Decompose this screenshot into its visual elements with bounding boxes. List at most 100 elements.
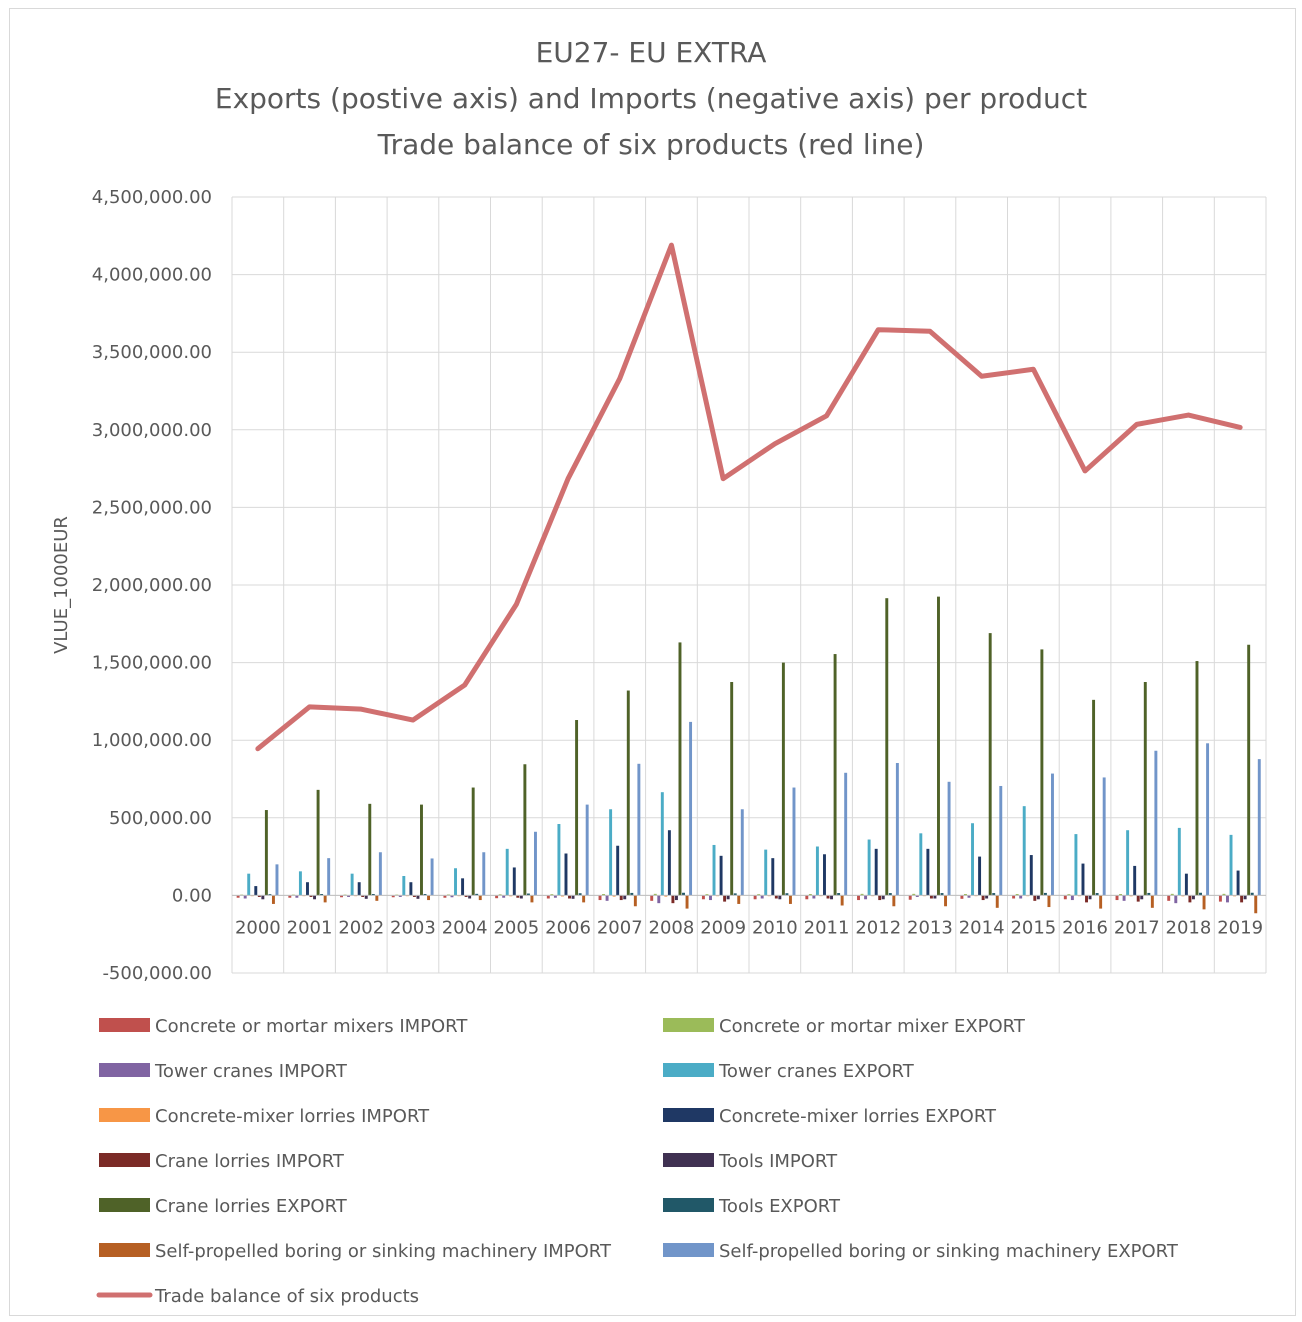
- y-tick-label: 2,000,000.00: [92, 575, 212, 596]
- bar-2006-series-8: [575, 720, 579, 896]
- bar-2006-series-4: [560, 895, 564, 897]
- bar-2006-series-10: [582, 895, 586, 903]
- bar-2007-series-4: [612, 895, 616, 897]
- bar-2014-series-6: [981, 895, 985, 901]
- x-axis-categories: 2000 2001 2002 2003 2004 2005 2006 2007 2008 2009…: [235, 917, 1263, 938]
- bar-2006-series-5: [564, 853, 568, 896]
- bar-2008-series-0: [650, 895, 654, 901]
- legend-swatch-9: [663, 1198, 714, 1212]
- title-line-2: Exports (postive axis) and Imports (nega…: [215, 82, 1087, 115]
- bar-2000-series-11: [275, 864, 279, 896]
- bar-2018-series-7: [1191, 895, 1195, 900]
- x-tick-label: 2012: [855, 917, 901, 938]
- bar-2009-series-1: [705, 894, 709, 896]
- bar-2003-series-10: [427, 895, 431, 901]
- bar-2010-series-3: [764, 849, 768, 896]
- bar-2009-series-5: [719, 855, 723, 896]
- bar-2006-series-9: [578, 893, 582, 896]
- x-tick-label: 2009: [700, 917, 746, 938]
- bar-2018-series-0: [1167, 895, 1171, 901]
- bar-2014-series-1: [963, 894, 967, 896]
- bar-2018-series-10: [1202, 895, 1206, 910]
- bar-2008-series-6: [671, 895, 675, 904]
- bar-2005-series-10: [530, 895, 534, 903]
- legend-swatch-1: [663, 1018, 714, 1032]
- bar-2007-series-7: [623, 895, 627, 900]
- bar-2007-series-8: [626, 690, 630, 896]
- x-tick-label: 2004: [442, 917, 488, 938]
- bar-2014-series-7: [985, 895, 989, 899]
- bar-2009-series-7: [726, 895, 730, 900]
- bar-2017-series-3: [1126, 830, 1130, 896]
- bar-2005-series-1: [498, 894, 502, 896]
- bar-2009-series-2: [709, 895, 712, 901]
- legend-swatch-6: [99, 1153, 150, 1167]
- y-tick-label: 4,000,000.00: [92, 265, 212, 286]
- bar-2011-series-6: [826, 895, 830, 899]
- bar-2009-series-8: [730, 682, 734, 896]
- bar-2011-series-7: [830, 895, 834, 900]
- bar-2017-series-9: [1147, 892, 1151, 896]
- bar-2013-series-11: [947, 781, 951, 896]
- bar-2001-series-9: [320, 894, 324, 896]
- bar-2018-series-6: [1188, 895, 1192, 903]
- bar-2017-series-8: [1143, 682, 1147, 896]
- bar-2014-series-10: [995, 895, 999, 908]
- bar-2008-series-5: [667, 830, 671, 896]
- x-tick-label: 2003: [390, 917, 436, 938]
- bar-2000-series-0: [236, 895, 240, 898]
- bar-2018-series-1: [1170, 893, 1174, 896]
- bar-2014-series-3: [971, 823, 974, 896]
- legend-label-1: Concrete or mortar mixer EXPORT: [719, 1016, 1026, 1037]
- bar-2006-series-7: [571, 895, 575, 899]
- legend-label-7: Tools IMPORT: [718, 1151, 838, 1172]
- bar-2014-series-8: [988, 633, 992, 896]
- legend-swatch-0: [99, 1018, 150, 1032]
- bar-2011-series-2: [812, 895, 816, 899]
- bar-2005-series-2: [502, 895, 506, 898]
- bar-2001-series-0: [288, 895, 292, 898]
- bar-2014-series-0: [960, 895, 964, 899]
- bar-2001-series-5: [306, 882, 309, 896]
- bar-2009-series-0: [701, 895, 705, 900]
- bar-2008-series-8: [678, 642, 682, 896]
- legend-swatch-7: [663, 1153, 714, 1167]
- bar-2015-series-10: [1047, 895, 1051, 908]
- bar-2016-series-9: [1095, 893, 1099, 896]
- x-tick-label: 2015: [1010, 917, 1056, 938]
- bar-2005-series-0: [495, 895, 499, 899]
- y-tick-label: 3,500,000.00: [92, 342, 212, 363]
- legend-label-0: Concrete or mortar mixers IMPORT: [155, 1016, 468, 1037]
- bar-2010-series-1: [757, 894, 761, 896]
- bar-2001-series-2: [295, 895, 299, 898]
- bar-2011-series-11: [844, 772, 848, 896]
- bar-2007-series-9: [630, 892, 634, 896]
- bar-2008-series-4: [664, 895, 668, 897]
- y-tick-label: 2,500,000.00: [92, 497, 212, 518]
- bar-2004-series-10: [478, 895, 482, 901]
- bar-2006-series-1: [550, 894, 554, 896]
- bar-2007-series-3: [609, 809, 613, 896]
- x-tick-label: 2014: [959, 917, 1005, 938]
- bar-2002-series-3: [350, 873, 354, 896]
- bar-2018-series-5: [1184, 873, 1188, 896]
- bar-2011-series-1: [808, 894, 812, 896]
- bar-2001-series-8: [316, 789, 320, 896]
- legend-swatch-11: [663, 1243, 714, 1257]
- bar-2016-series-7: [1088, 895, 1092, 900]
- gridlines: [231, 196, 1267, 974]
- legend-label-10: Self-propelled boring or sinking machine…: [155, 1241, 612, 1262]
- bar-2012-series-5: [874, 848, 878, 896]
- bar-2009-series-11: [740, 809, 744, 896]
- y-tick-label: 1,500,000.00: [92, 653, 212, 674]
- y-tick-label: 0.00: [172, 885, 212, 906]
- bar-2016-series-8: [1092, 699, 1096, 896]
- bar-2003-series-2: [398, 895, 402, 897]
- legend-label-2: Tower cranes IMPORT: [154, 1061, 348, 1082]
- bar-2002-series-5: [357, 882, 361, 896]
- chart-title: EU27- EU EXTRA Exports (postive axis) an…: [215, 36, 1087, 161]
- bar-2017-series-2: [1122, 895, 1126, 901]
- bar-2011-series-10: [840, 895, 844, 906]
- bar-2010-series-6: [774, 895, 778, 899]
- bar-2019-series-8: [1247, 644, 1251, 896]
